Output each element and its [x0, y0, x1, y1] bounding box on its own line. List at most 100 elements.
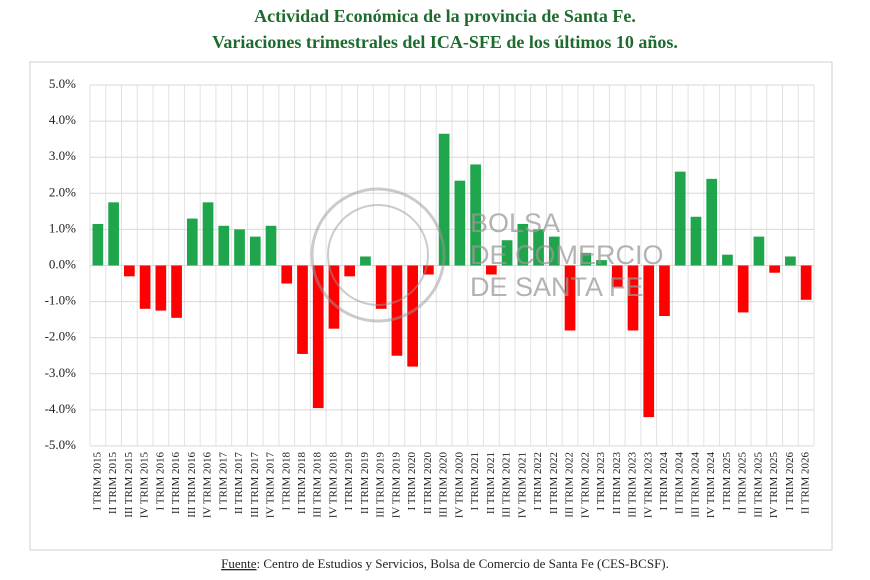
- bar: [643, 265, 655, 418]
- x-tick-label: I TRIM 2026: [784, 452, 796, 511]
- x-tick-label: I TRIM 2018: [280, 452, 292, 511]
- x-tick-label: IV TRIM 2021: [516, 452, 528, 518]
- watermark-text: DE SANTA FE: [470, 272, 644, 302]
- x-tick-label: I TRIM 2020: [406, 452, 418, 511]
- bar: [344, 265, 356, 277]
- bar: [171, 265, 182, 318]
- x-tick-label: IV TRIM 2016: [202, 452, 214, 519]
- y-tick-label: -2.0%: [45, 329, 77, 344]
- bar: [580, 252, 592, 266]
- x-tick-label: III TRIM 2016: [186, 452, 198, 518]
- bar: [533, 229, 544, 266]
- x-tick-label: II TRIM 2016: [170, 452, 182, 515]
- y-tick-label: 0.0%: [49, 256, 76, 271]
- y-tick-label: 4.0%: [49, 112, 76, 127]
- x-tick-label: III TRIM 2021: [501, 452, 513, 518]
- y-tick-label: 1.0%: [49, 220, 76, 235]
- x-tick-label: IV TRIM 2018: [327, 452, 339, 519]
- x-tick-label: II TRIM 2021: [485, 452, 497, 514]
- bar: [218, 225, 230, 266]
- y-tick-label: -5.0%: [45, 437, 77, 452]
- bar: [186, 218, 198, 266]
- watermark-seal: [310, 187, 446, 323]
- bar: [123, 265, 135, 277]
- bar: [517, 223, 529, 266]
- x-tick-label: II TRIM 2018: [296, 452, 308, 515]
- plot: -5.0% -4.0% -3.0% -2.0% -1.0% 0.0% 1.0% 2.0% 3.0…: [45, 76, 815, 519]
- bar: [485, 265, 497, 275]
- watermark-text: DE COMERCIO: [470, 240, 664, 270]
- bar: [234, 229, 245, 266]
- x-tick-label: II TRIM 2022: [548, 452, 560, 514]
- y-tick-label: -1.0%: [45, 293, 77, 308]
- x-tick-label: I TRIM 2016: [154, 452, 166, 511]
- x-tick-label: I TRIM 2023: [595, 452, 607, 511]
- x-tick-label: III TRIM 2018: [312, 452, 324, 518]
- bar: [265, 225, 277, 266]
- bar: [155, 265, 167, 311]
- chart-subtitle: Variaciones trimestrales del ICA-SFE de …: [212, 32, 678, 52]
- x-tick-label: IV TRIM 2017: [265, 452, 277, 519]
- y-tick-label: 2.0%: [49, 184, 76, 199]
- bar: [690, 216, 702, 266]
- bar: [800, 265, 812, 300]
- bar: [611, 265, 623, 288]
- bar: [92, 223, 104, 266]
- x-tick-label: I TRIM 2017: [217, 452, 229, 511]
- bar: [312, 265, 324, 409]
- x-tick-label: II TRIM 2015: [107, 452, 119, 515]
- bar: [281, 265, 293, 284]
- x-tick-label: III TRIM 2019: [375, 452, 387, 518]
- x-tick-label: II TRIM 2024: [674, 452, 686, 515]
- bar: [785, 256, 796, 266]
- x-tick-label: I TRIM 2021: [469, 452, 481, 510]
- y-tick-label: 5.0%: [49, 76, 76, 91]
- watermark-text: BOLSA: [470, 208, 560, 238]
- x-tick-label: IV TRIM 2019: [390, 452, 402, 519]
- y-tick-label: 3.0%: [49, 148, 76, 163]
- bar: [627, 265, 639, 331]
- source-label: Fuente: [221, 556, 257, 571]
- x-tick-label: II TRIM 2017: [233, 452, 245, 515]
- x-tick-label: III TRIM 2025: [752, 452, 764, 518]
- bar: [769, 265, 781, 273]
- chart-title: Actividad Económica de la provincia de S…: [254, 6, 636, 26]
- x-tick-label: IV TRIM 2022: [579, 452, 591, 518]
- bar: [737, 265, 749, 313]
- source-note: Fuente: Centro de Estudios y Servicios, …: [221, 556, 669, 571]
- x-tick-label: I TRIM 2025: [721, 452, 733, 511]
- x-tick-label: II TRIM 2025: [737, 452, 749, 515]
- x-tick-label: IV TRIM 2025: [768, 452, 780, 519]
- y-tick-label: -4.0%: [45, 401, 77, 416]
- bar: [438, 133, 450, 266]
- bar: [360, 256, 371, 266]
- x-tick-label: III TRIM 2017: [249, 452, 261, 518]
- bar: [659, 265, 670, 317]
- x-tick-label: II TRIM 2020: [422, 452, 434, 515]
- x-tick-label: II TRIM 2023: [611, 452, 623, 515]
- bar: [297, 265, 308, 354]
- x-tick-label: I TRIM 2015: [91, 452, 103, 511]
- x-tick-label: III TRIM 2022: [564, 452, 576, 518]
- bar: [249, 236, 261, 266]
- x-tick-label: IV TRIM 2015: [139, 452, 151, 519]
- bar: [423, 265, 434, 275]
- bar: [753, 236, 765, 266]
- bar: [564, 265, 576, 331]
- bar: [548, 236, 560, 266]
- bar: [375, 265, 387, 309]
- x-tick-label: IV TRIM 2024: [705, 452, 717, 519]
- x-tick-label: II TRIM 2026: [800, 452, 812, 515]
- plot-frame: [29, 61, 833, 551]
- source-text: : Centro de Estudios y Servicios, Bolsa …: [257, 556, 669, 571]
- x-tick-label: III TRIM 2024: [689, 452, 701, 518]
- bar: [674, 171, 686, 266]
- x-tick-label: I TRIM 2019: [343, 452, 355, 511]
- bar: [108, 202, 119, 266]
- x-tick-label: III TRIM 2023: [627, 452, 639, 518]
- bar: [501, 240, 513, 266]
- bar: [470, 164, 481, 266]
- bar: [202, 202, 214, 266]
- x-tick-label: I TRIM 2022: [532, 452, 544, 510]
- bar: [596, 260, 607, 266]
